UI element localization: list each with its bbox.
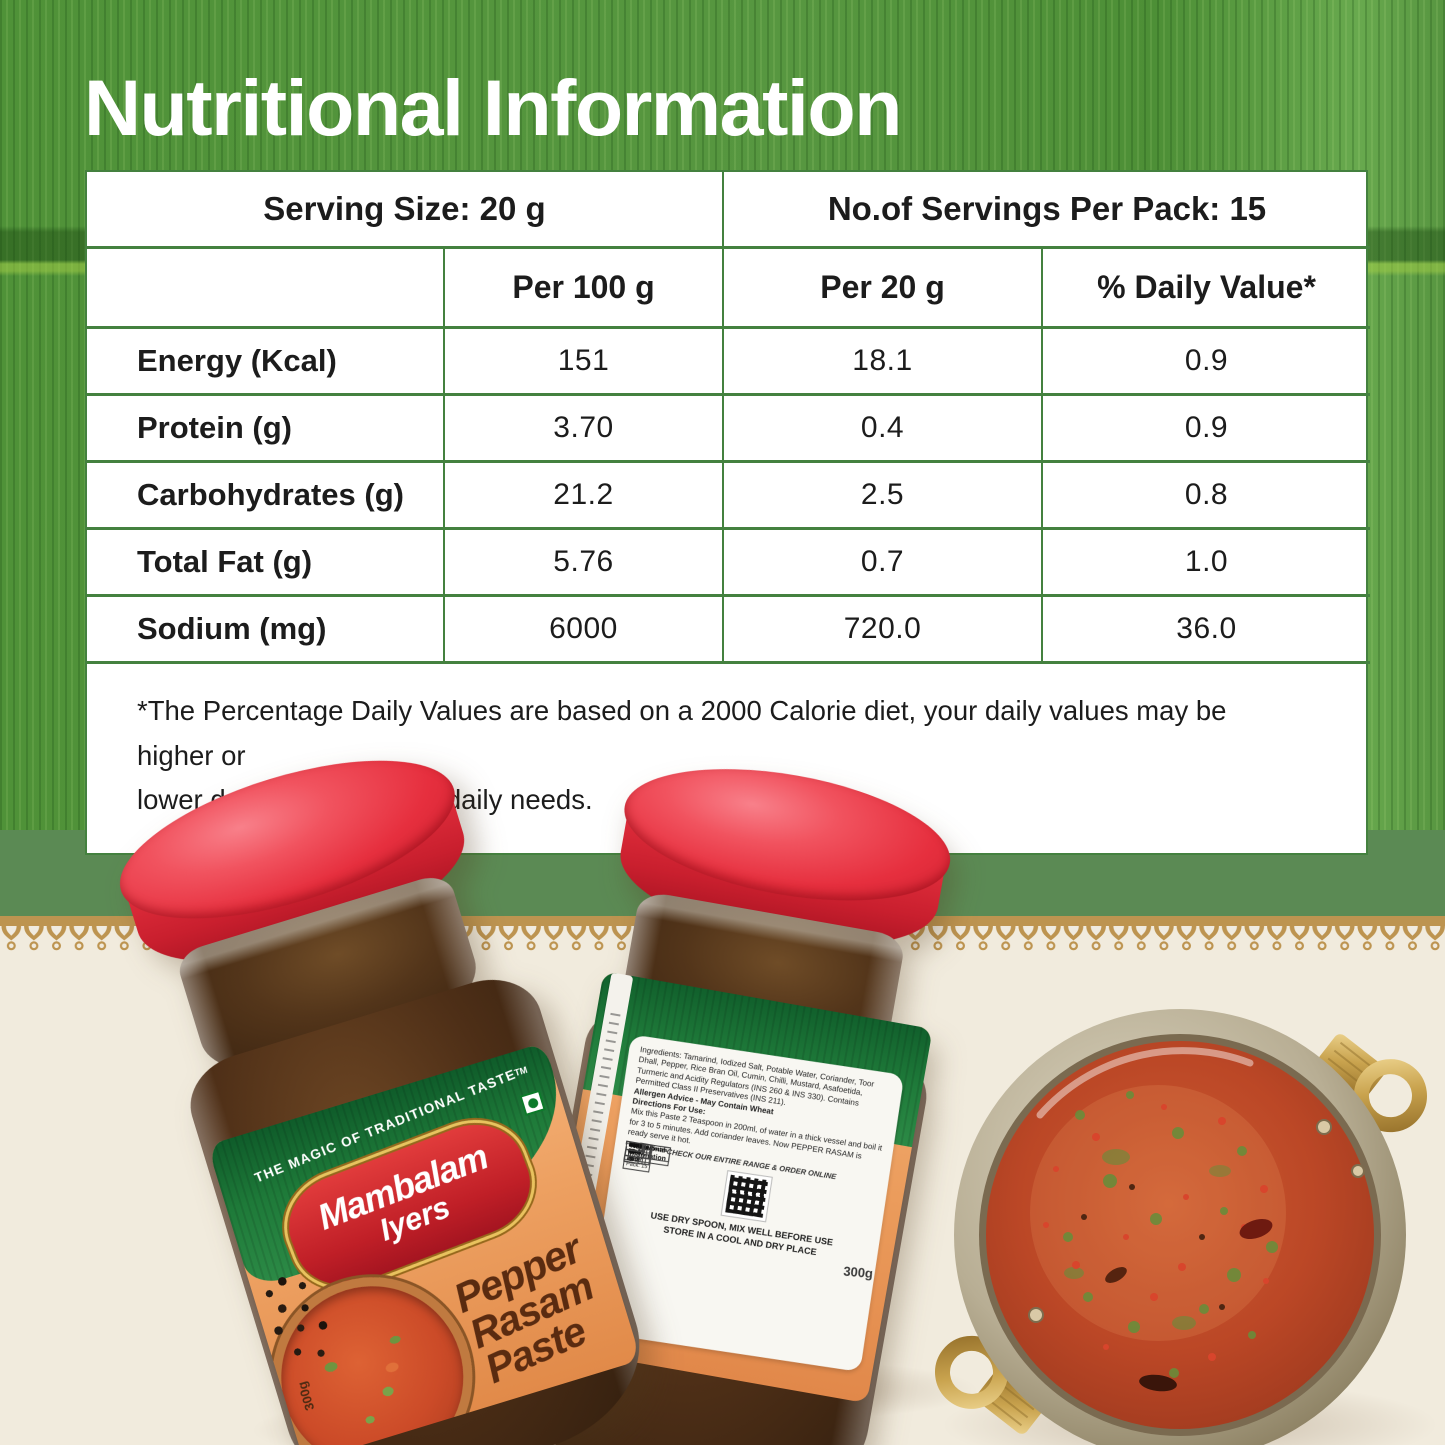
column-header-dv: % Daily Value* (1043, 249, 1370, 329)
total-fat-per20: 0.7 (724, 530, 1043, 597)
coriander-flecks (1063, 1091, 1278, 1378)
rim-stud (1316, 1119, 1332, 1135)
column-header-per100: Per 100 g (445, 249, 724, 329)
row-label-energy: Energy (Kcal) (87, 329, 445, 396)
sodium-per20: 720.0 (724, 597, 1043, 664)
carbohydrates-per100: 21.2 (445, 463, 724, 530)
row-label-protein: Protein (g) (87, 396, 445, 463)
serving-size-cell: Serving Size: 20 g (87, 172, 724, 249)
footnote-line-1: *The Percentage Daily Values are based o… (137, 695, 1227, 771)
veg-dot-icon (526, 1096, 539, 1110)
net-weight-back: 300g (843, 1263, 874, 1282)
column-header-blank (87, 249, 445, 329)
carbohydrates-dv: 0.8 (1043, 463, 1370, 530)
total-fat-dv: 1.0 (1043, 530, 1370, 597)
energy-per20: 18.1 (724, 329, 1043, 396)
sodium-dv: 36.0 (1043, 597, 1370, 664)
protein-per20: 0.4 (724, 396, 1043, 463)
page-title: Nutritional Information (84, 63, 902, 152)
rim-stud (1028, 1307, 1044, 1323)
row-label-total-fat: Total Fat (g) (87, 530, 445, 597)
column-header-per20: Per 20 g (724, 249, 1043, 329)
total-fat-per100: 5.76 (445, 530, 724, 597)
rim-stud (1351, 1164, 1365, 1178)
product-name: Pepper Rasam Paste (447, 1226, 618, 1393)
rasam-liquid (986, 1041, 1374, 1429)
rasam-bowl-photo (935, 1009, 1427, 1445)
energy-per100: 151 (445, 329, 724, 396)
row-label-carbohydrates: Carbohydrates (g) (87, 463, 445, 530)
qr-code-icon (720, 1169, 773, 1223)
tempered-spices (1081, 1184, 1273, 1392)
protein-per100: 3.70 (445, 396, 724, 463)
energy-dv: 0.9 (1043, 329, 1370, 396)
sodium-per100: 6000 (445, 597, 724, 664)
servings-per-pack-cell: No.of Servings Per Pack: 15 (724, 172, 1370, 249)
carbohydrates-per20: 2.5 (724, 463, 1043, 530)
row-label-sodium: Sodium (mg) (87, 597, 445, 664)
protein-dv: 0.9 (1043, 396, 1370, 463)
nutrition-table: Serving Size: 20 g No.of Servings Per Pa… (85, 170, 1370, 855)
